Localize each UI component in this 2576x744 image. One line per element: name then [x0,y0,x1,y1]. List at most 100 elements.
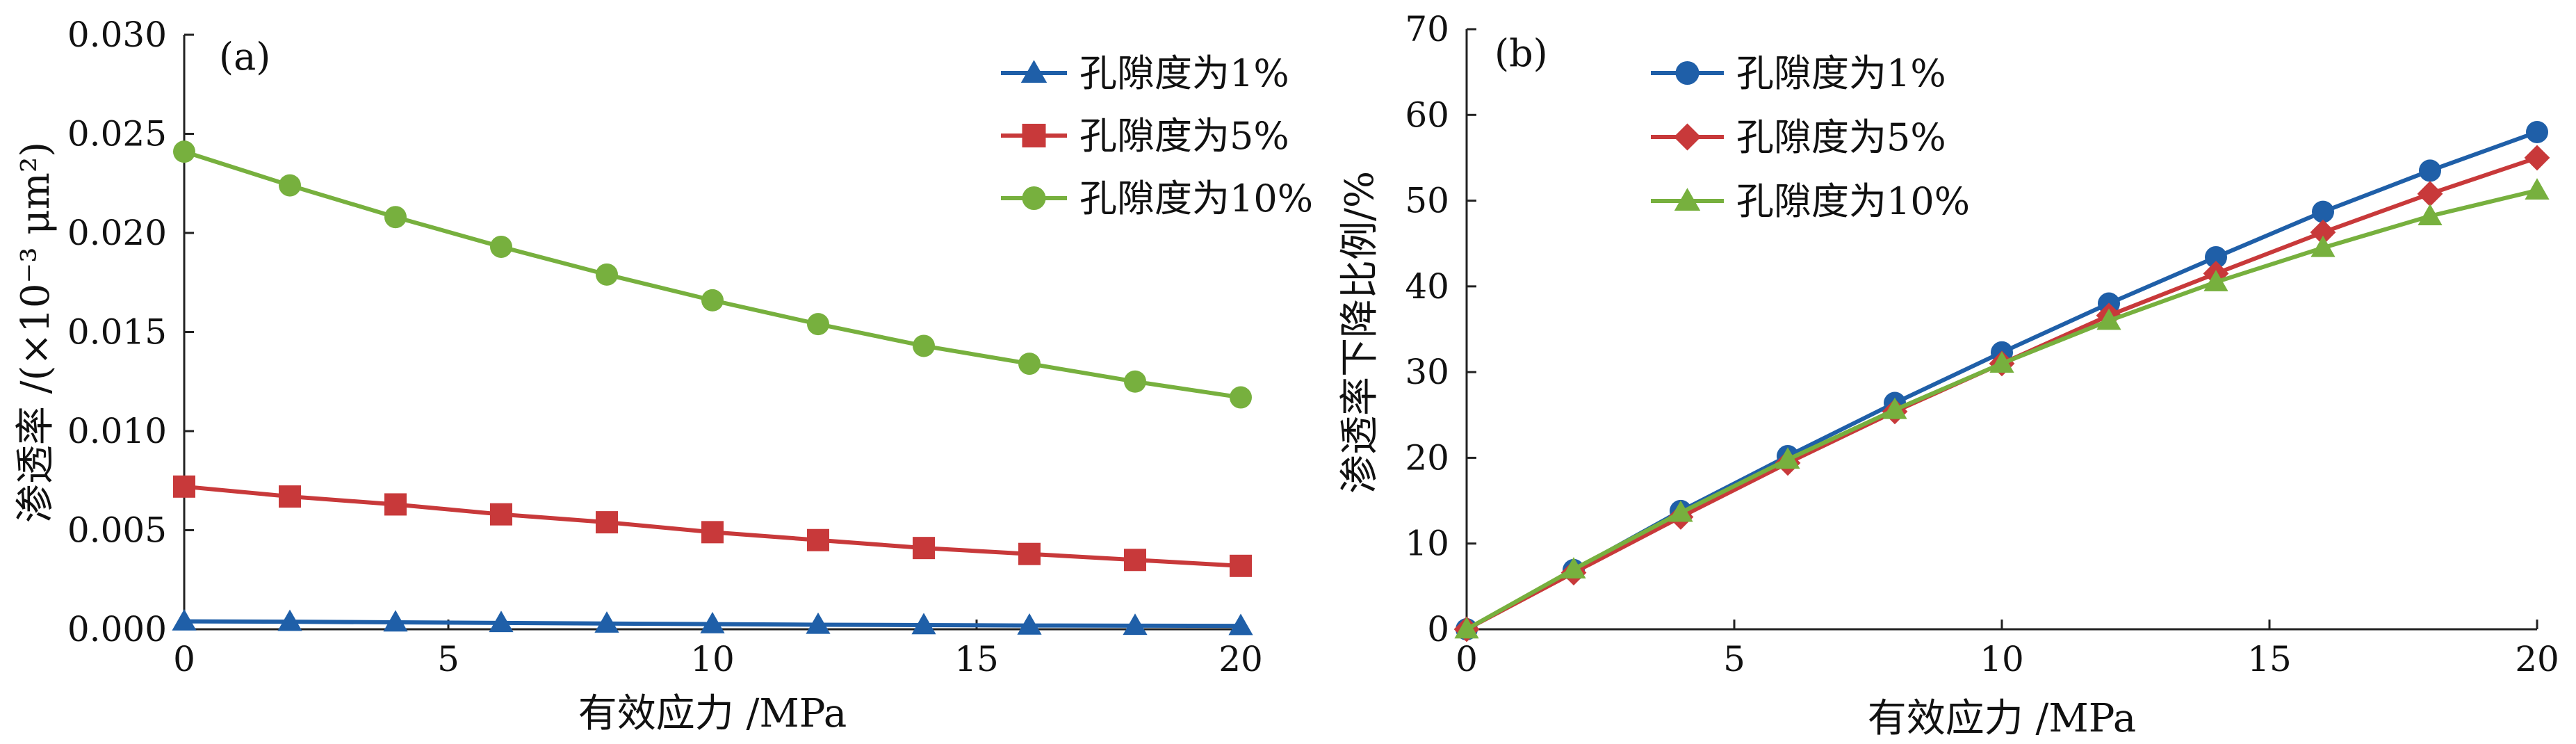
data-point [701,521,724,544]
data-point [1017,613,1042,635]
y-tick-label: 60 [1405,95,1449,135]
data-point [279,485,301,508]
data-point [279,174,301,197]
data-point [913,537,935,560]
y-tick-label: 30 [1405,352,1449,392]
legend-marker [1673,123,1702,151]
x-tick-label: 20 [2515,639,2559,679]
data-point [173,140,195,163]
x-tick-label: 15 [2247,639,2292,679]
legend-a: 孔隙度为1% 孔隙度为5% 孔隙度为10% [1001,51,1313,220]
x-ticks-a: 0 5 10 15 20 [173,620,1263,679]
data-point [2312,200,2334,223]
data-point [2525,178,2550,200]
panel-label-a: (a) [219,35,270,79]
y-ticks-b: 0 10 20 30 40 50 60 70 [1405,9,1476,649]
data-point [1230,554,1252,577]
y-tick-label: 20 [1405,437,1449,478]
data-point [1018,542,1041,565]
x-tick-label: 15 [954,639,999,679]
data-point [2203,270,2228,291]
y-tick-label: 40 [1405,266,1449,307]
panel-a: 0 5 10 15 20 0.0000.0050.0100.0150.0200.0250… [13,15,1313,736]
series-line [1465,188,2538,631]
y-tick-label: 0.000 [67,609,167,649]
x-tick-label: 0 [1456,639,1478,679]
legend-label: 孔隙度为5% [1079,114,1289,158]
legend-label: 孔隙度为10% [1736,179,1970,223]
data-point [384,206,407,229]
data-point [596,263,618,286]
data-point [2310,235,2335,257]
data-point [1454,617,1479,639]
data-point [807,313,829,336]
data-point [173,475,195,498]
y-ticks-a: 0.000 0.005 0.010 0.015 0.020 0.025 0.030 [67,15,194,649]
y-tick-label: 0.030 [67,15,167,55]
data-point [807,528,829,551]
data-point [594,611,619,633]
data-point [383,610,408,632]
y-axis-title-b: 渗透率下降比例/% [1337,171,1383,494]
data-point [1124,370,1146,393]
data-point [2524,145,2550,171]
data-point [1123,613,1148,636]
legend-label: 孔隙度为5% [1736,115,1946,159]
data-point [1230,386,1252,409]
data-point [490,235,512,258]
y-tick-label: 50 [1405,181,1449,221]
data-point [2526,120,2548,143]
y-tick-label: 0.015 [67,312,167,353]
legend-marker [1022,186,1046,210]
data-point [1228,613,1253,636]
data-point [1775,447,1800,469]
data-point [277,609,302,631]
data-point [172,609,197,631]
x-tick-label: 0 [173,639,195,679]
y-tick-label: 0.025 [67,114,167,154]
data-point [596,511,618,534]
data-point [2205,245,2227,268]
data-point [1668,500,1693,522]
data-point [490,503,512,526]
series-line [1465,130,2538,631]
legend-b: 孔隙度为1% 孔隙度为5% 孔隙度为10% [1651,51,1970,223]
x-tick-label: 5 [437,639,459,679]
x-tick-label: 10 [1980,639,2024,679]
x-axis-title-b: 有效应力 /MPa [1868,696,2137,741]
y-tick-label: 10 [1405,524,1449,564]
y-tick-label: 0.010 [67,411,167,451]
panel-label-b: (b) [1494,31,1548,75]
series-layer-a [172,140,1253,636]
data-point [489,610,514,633]
series-line [1465,156,2538,631]
data-point [806,612,831,634]
legend-marker [1020,60,1047,83]
data-point [2096,308,2121,330]
legend-marker [1022,124,1046,147]
series-layer-b [1453,120,2550,642]
data-point [2310,219,2336,245]
x-axis-title-a: 有效应力 /MPa [578,691,847,736]
y-axis-title-a: 渗透率 /(×10⁻³ μm²) [13,142,58,523]
y-tick-label: 0.005 [67,510,167,551]
data-point [913,334,935,357]
data-point [2417,181,2443,207]
legend-marker [1675,61,1699,85]
data-point [2419,159,2441,182]
x-ticks-b: 0 5 10 15 20 [1456,620,2559,679]
legend-label: 孔隙度为10% [1079,177,1313,220]
x-tick-label: 10 [690,639,735,679]
data-point [701,289,724,312]
y-tick-label: 0 [1427,609,1449,649]
legend-label: 孔隙度为1% [1736,51,1946,95]
x-tick-label: 20 [1218,639,1263,679]
data-point [1018,353,1041,375]
data-point [384,493,407,516]
legend-label: 孔隙度为1% [1079,51,1289,95]
data-point [1989,351,2014,373]
data-point [1561,557,1586,579]
panel-b: 0 5 10 15 20 0 10 20 30 40 50 60 70 (b) 有效应力 /MPa 渗… [1337,9,2559,741]
data-point [1882,397,1907,419]
